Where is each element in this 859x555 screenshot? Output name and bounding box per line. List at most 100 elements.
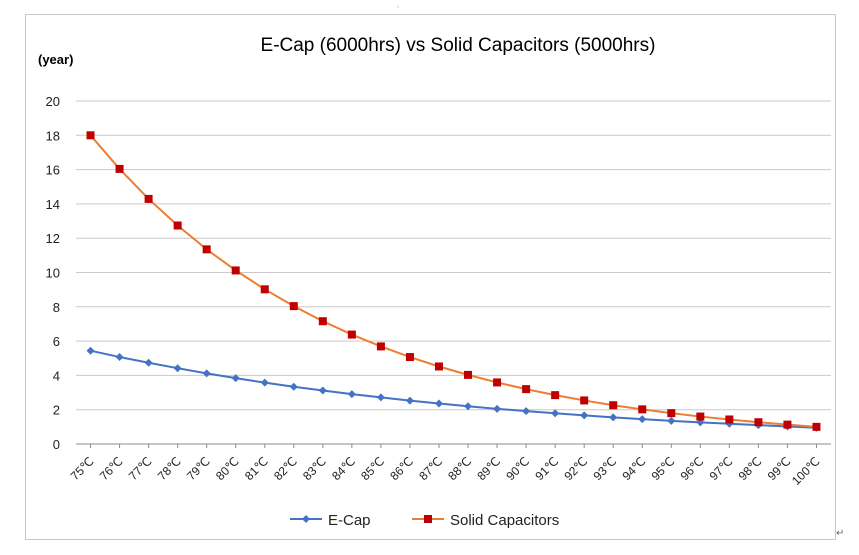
x-tick-label: 98℃ [736,454,765,483]
data-point [347,390,356,399]
data-point [405,353,414,362]
gridlines [76,100,831,445]
data-point [260,378,269,387]
y-tick-label: 20 [46,94,60,109]
data-point [551,409,560,418]
y-tick-label: 10 [46,266,60,281]
data-point [609,401,618,410]
data-point [144,194,153,203]
y-tick-label: 16 [46,163,60,178]
x-tick-label: 90℃ [503,454,532,483]
data-point [86,346,95,355]
chart-frame [25,14,836,540]
data-point [173,221,182,230]
data-point [754,418,763,427]
data-point [376,393,385,402]
y-tick-labels: 0 2 4 6 8 10 12 14 16 18 20 [46,94,60,452]
x-tick-label: 94℃ [620,454,649,483]
data-point [405,396,414,405]
x-tick-label: 87℃ [416,454,445,483]
data-point [551,391,560,400]
y-tick-label: 4 [53,368,60,383]
data-point [609,413,618,422]
x-tick-label: 82℃ [271,454,300,483]
data-point [783,420,792,429]
data-point [202,245,211,254]
legend-item: Solid Capacitors [412,512,559,529]
data-point [638,405,647,414]
data-point [638,415,647,424]
series-e-cap [86,346,821,432]
data-point [115,164,124,173]
x-tick-label: 80℃ [213,454,242,483]
data-point [318,386,327,395]
data-point [812,422,821,431]
x-tick-label: 83℃ [300,454,329,483]
data-point [231,374,240,383]
x-tick-label: 86℃ [387,454,416,483]
y-tick-label: 14 [46,197,60,212]
data-point [144,358,153,367]
x-tick-label: 91℃ [532,454,561,483]
data-point [522,385,531,394]
legend: E-Cap Solid Capacitors [290,512,559,529]
x-tick-label: 78℃ [155,454,184,483]
paragraph-mark-icon: ↵ [836,528,845,539]
data-point [493,404,502,413]
x-tick-label: 76℃ [97,454,126,483]
y-tick-label: 8 [53,300,60,315]
y-tick-label: 6 [53,334,60,349]
series-group [86,131,821,432]
legend-item: E-Cap [290,512,371,529]
data-point [580,396,589,405]
data-point [667,409,676,418]
y-axis-label: (year) [38,52,73,67]
data-point [115,353,124,362]
data-point [289,382,298,391]
y-tick-label: 2 [53,403,60,418]
x-tick-label: 89℃ [474,454,503,483]
data-point [318,317,327,326]
data-point [464,402,473,411]
series-line [90,349,817,429]
data-point [434,362,443,371]
legend-marker [302,515,310,523]
y-tick-label: 0 [53,437,60,452]
data-point [202,369,211,378]
x-tick-label: 92℃ [561,454,590,483]
data-point [231,266,240,275]
data-point [493,378,502,387]
x-tick-label: 96℃ [678,454,707,483]
chart-title: E-Cap (6000hrs) vs Solid Capacitors (500… [261,35,656,56]
data-point [376,342,385,351]
data-point [667,416,676,425]
legend-marker [424,515,432,523]
data-point [173,364,182,373]
x-tick-labels: 75℃ 76℃ 77℃ 78℃ 79℃ 80℃ 81℃ 82℃ 83℃ 84℃ 85℃ 86℃ 87℃ 8… [68,444,823,488]
x-tick-label: 85℃ [358,454,387,483]
series-line [89,134,817,428]
data-point [464,370,473,379]
data-point [580,411,589,420]
series-solid-capacitors [86,131,821,431]
x-tick-label: 95℃ [649,454,678,483]
y-tick-label: 18 [46,128,60,143]
x-tick-label: 93℃ [590,454,619,483]
x-tick-label: 88℃ [445,454,474,483]
data-point [86,131,95,140]
x-tick-label: 100℃ [789,454,823,488]
data-point [289,302,298,311]
x-tick-label: 81℃ [242,454,271,483]
data-point [347,330,356,339]
legend-label: Solid Capacitors [450,512,559,529]
data-point [725,415,734,424]
y-tick-label: 12 [46,231,60,246]
data-point [696,412,705,421]
x-tick-label: 77℃ [126,454,155,483]
x-tick-label: 79℃ [184,454,213,483]
top-marker: , [397,0,400,9]
x-tick-label: 97℃ [707,454,736,483]
x-tick-label: 84℃ [329,454,358,483]
data-point [522,407,531,416]
